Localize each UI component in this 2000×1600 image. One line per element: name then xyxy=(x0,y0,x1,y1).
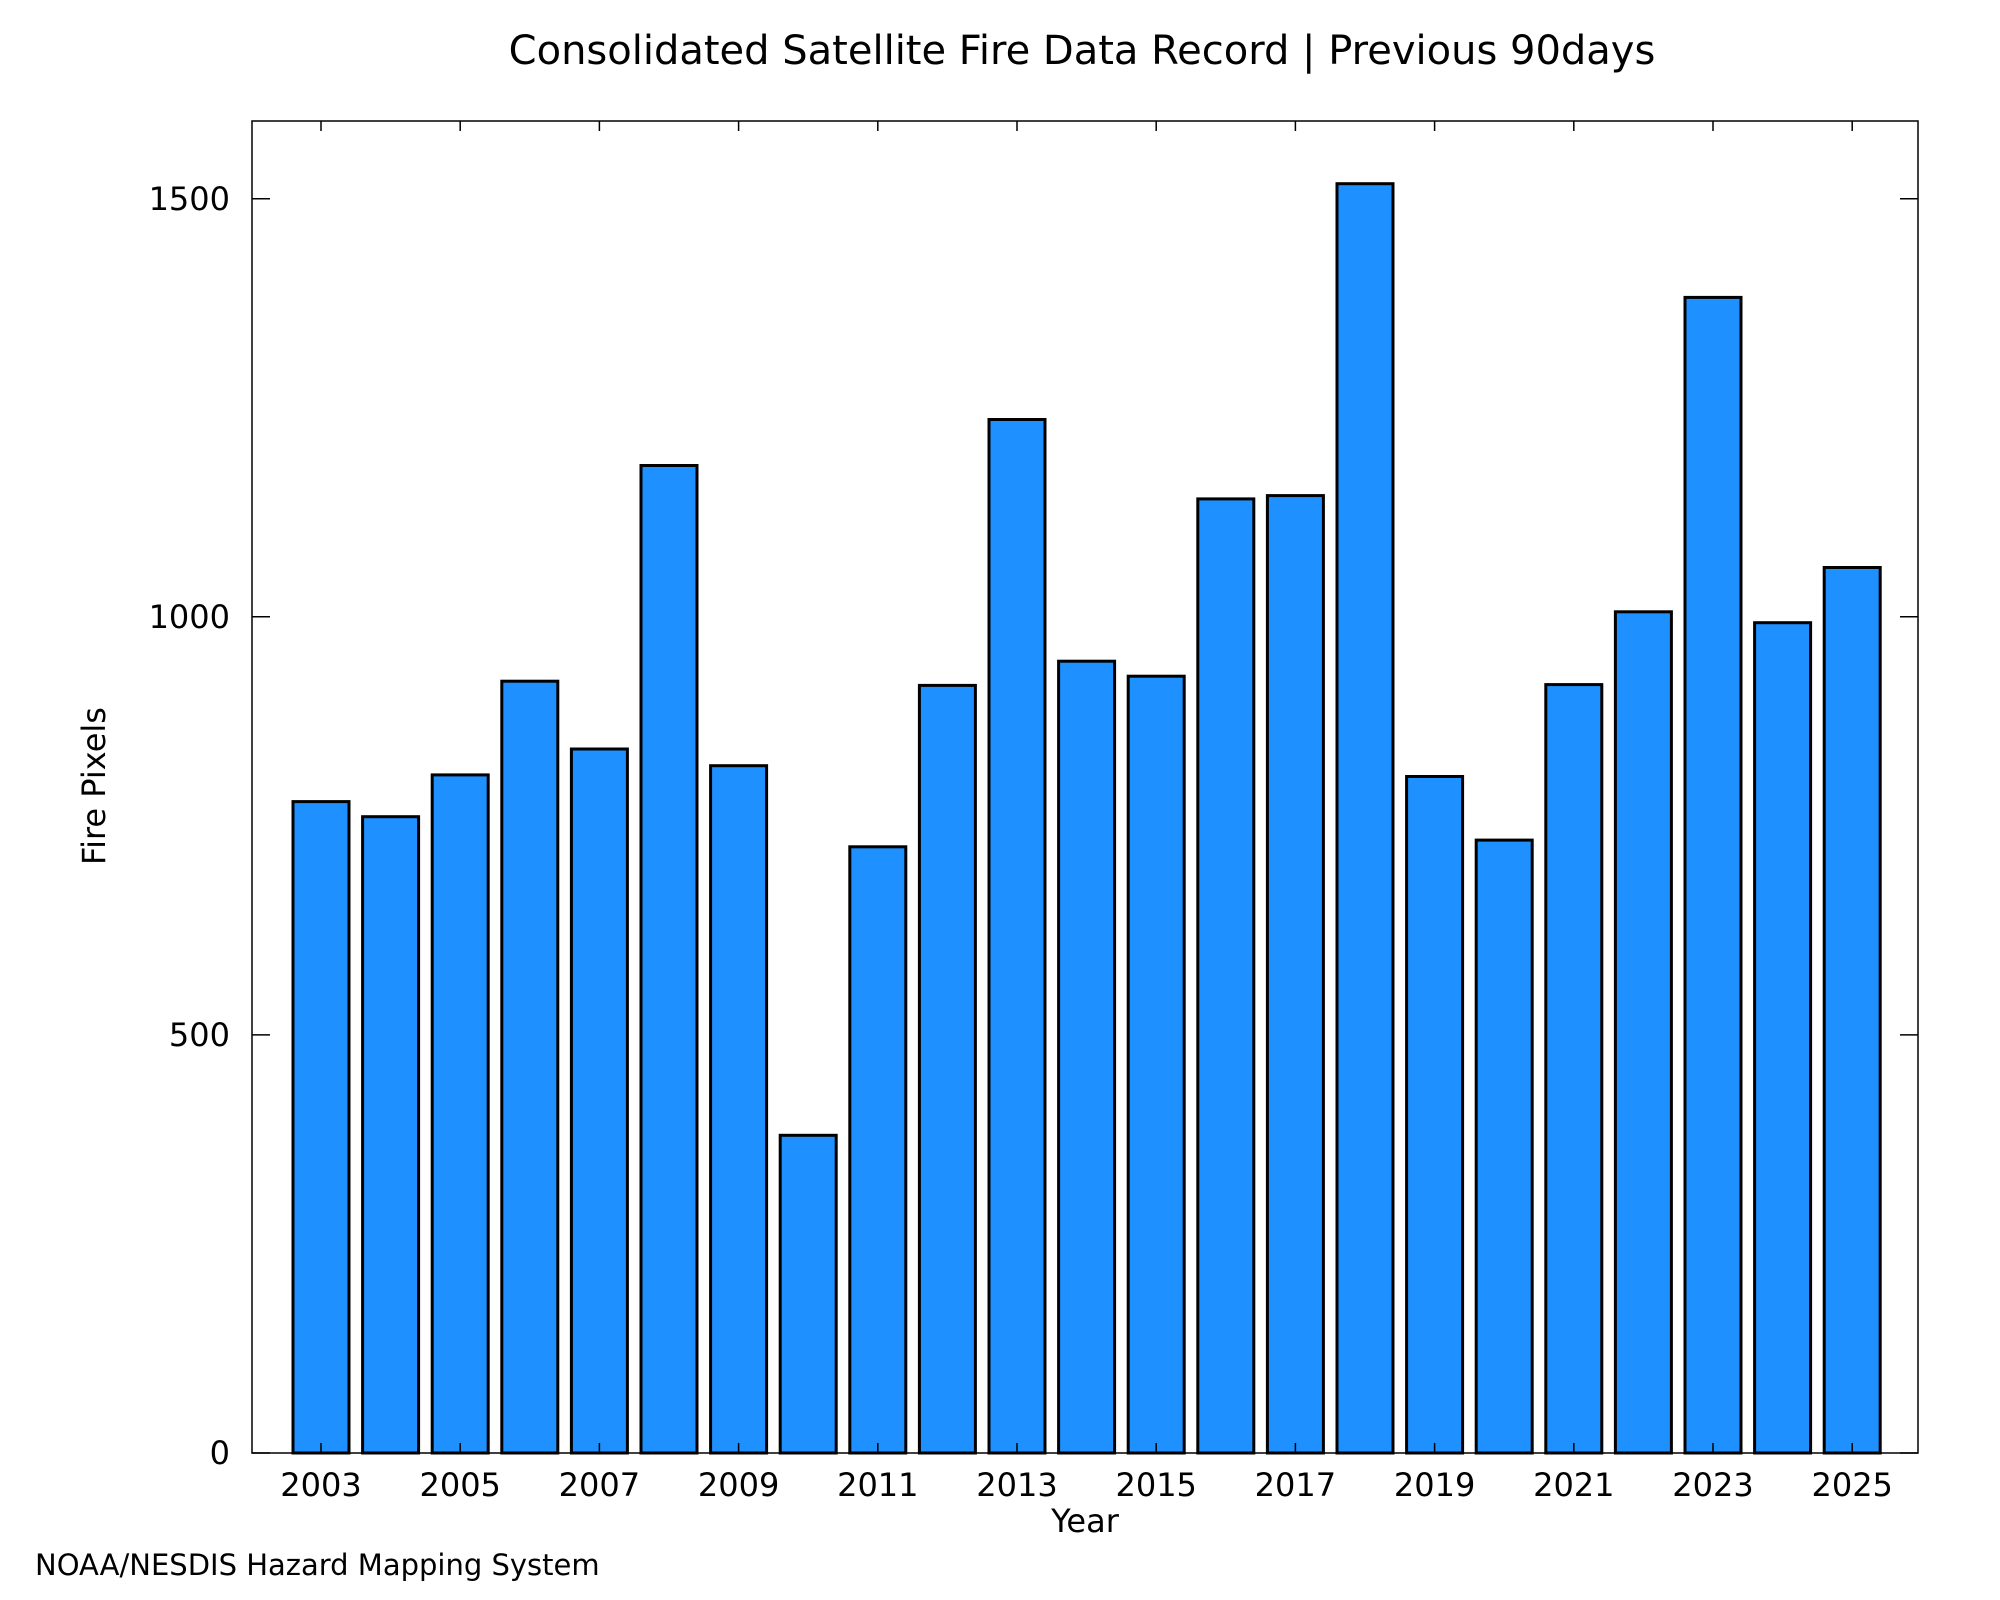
bar-2019 xyxy=(1405,775,1465,1455)
x-axis-ticks: 2003 2005 2007 2009 2011 2013 2015 2017 2019 2021… xyxy=(280,121,1893,1504)
x-tick-label-2015: 2015 xyxy=(1115,1466,1196,1504)
bar-2018 xyxy=(1335,182,1395,1455)
y-axis-ticks: 0 500 1000 1500 xyxy=(149,180,1918,1472)
bar-2012 xyxy=(917,683,977,1455)
x-tick-label-2007: 2007 xyxy=(559,1466,640,1504)
credit-text: NOAA/NESDIS Hazard Mapping System xyxy=(35,1548,600,1582)
bars-group xyxy=(291,182,1882,1455)
y-tick-label-0: 0 xyxy=(210,1434,230,1472)
y-axis-label: Fire Pixels xyxy=(75,707,113,865)
bar-2009 xyxy=(709,764,769,1455)
x-tick-label-2025: 2025 xyxy=(1811,1466,1892,1504)
bar-2023 xyxy=(1683,295,1743,1455)
x-tick-label-2013: 2013 xyxy=(976,1466,1057,1504)
bar-2024 xyxy=(1753,621,1813,1455)
x-tick-label-2023: 2023 xyxy=(1672,1466,1753,1504)
x-tick-label-2011: 2011 xyxy=(837,1466,918,1504)
x-tick-label-2003: 2003 xyxy=(280,1466,361,1504)
bar-2016 xyxy=(1196,497,1256,1455)
bar-2006 xyxy=(500,679,560,1455)
bar-2014 xyxy=(1057,659,1117,1455)
bar-2020 xyxy=(1474,838,1534,1455)
x-tick-label-2009: 2009 xyxy=(698,1466,779,1504)
bar-2003 xyxy=(291,800,351,1455)
bar-2007 xyxy=(569,747,629,1455)
bar-2022 xyxy=(1613,610,1673,1455)
x-tick-label-2021: 2021 xyxy=(1533,1466,1614,1504)
bar-2017 xyxy=(1265,494,1325,1455)
chart-title: Consolidated Satellite Fire Data Record … xyxy=(509,28,1656,74)
x-tick-label-2019: 2019 xyxy=(1394,1466,1475,1504)
bar-2004 xyxy=(361,815,421,1455)
bar-2013 xyxy=(987,418,1047,1455)
y-tick-label-1500: 1500 xyxy=(149,180,230,218)
y-tick-label-1000: 1000 xyxy=(149,598,230,636)
bar-2010 xyxy=(778,1133,838,1455)
bar-2005 xyxy=(430,773,490,1455)
bar-2025 xyxy=(1822,566,1882,1455)
x-tick-label-2017: 2017 xyxy=(1255,1466,1336,1504)
x-axis-label: Year xyxy=(1050,1502,1120,1540)
y-tick-label-500: 500 xyxy=(169,1016,230,1054)
bar-2008 xyxy=(639,464,699,1455)
x-tick-label-2005: 2005 xyxy=(419,1466,500,1504)
bar-2021 xyxy=(1544,683,1604,1455)
bar-2011 xyxy=(848,845,908,1455)
bar-2015 xyxy=(1126,674,1186,1455)
